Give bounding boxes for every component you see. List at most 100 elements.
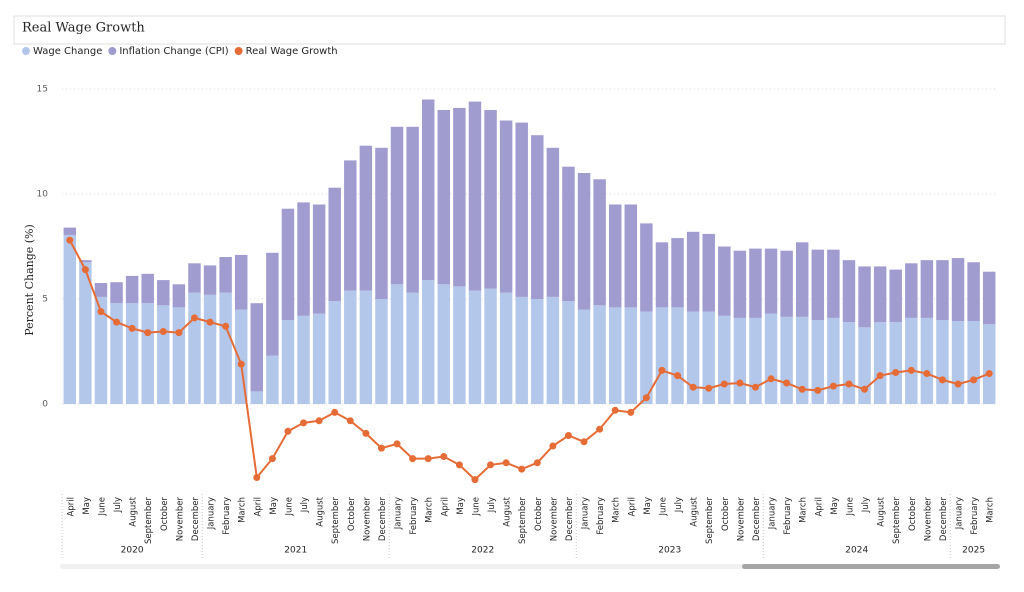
scrollbar-thumb[interactable] [742, 564, 1000, 569]
bar [79, 262, 92, 404]
x-tick-label: May [830, 497, 840, 515]
x-tick-label: May [643, 497, 653, 515]
bar [375, 299, 388, 404]
x-group-label: 2021 [284, 546, 307, 556]
bar [390, 126, 404, 285]
line-marker [144, 329, 152, 337]
line-marker [938, 376, 946, 384]
bar [982, 271, 996, 325]
line-marker [159, 328, 167, 336]
bar [967, 321, 980, 404]
x-tick-label: October [160, 497, 170, 532]
line-marker [424, 455, 432, 463]
x-tick-label: June [658, 497, 668, 517]
line-marker [409, 455, 417, 463]
line-marker [720, 380, 728, 388]
line-marker [128, 324, 136, 332]
x-tick-label: November [736, 496, 746, 541]
x-tick-label: November [362, 496, 372, 541]
x-tick-label: January [581, 497, 591, 530]
line-marker [362, 429, 370, 437]
bar [686, 311, 700, 404]
line-marker [611, 406, 619, 414]
x-tick-label: December [939, 496, 949, 541]
bar [780, 316, 793, 404]
bar [125, 275, 139, 304]
bar [266, 252, 279, 356]
x-tick-label: May [456, 497, 466, 515]
x-tick-label: February [596, 497, 606, 535]
bar [188, 292, 201, 404]
bar [266, 355, 279, 404]
bar [577, 309, 591, 404]
x-tick-label: February [970, 497, 980, 535]
line-marker [580, 438, 588, 446]
line-marker [814, 386, 822, 394]
x-tick-label: April [66, 497, 76, 516]
bar [795, 242, 809, 317]
line-marker [564, 432, 572, 439]
x-tick-label: September [518, 496, 528, 543]
bar [936, 320, 949, 404]
line-marker [923, 370, 931, 378]
bar [733, 250, 747, 318]
bar [297, 202, 310, 316]
x-tick-label: August [877, 496, 887, 526]
x-tick-label: September [892, 496, 902, 543]
bar [172, 307, 186, 404]
line-marker [829, 382, 837, 390]
bar [640, 311, 653, 404]
line-marker [876, 372, 884, 380]
line-marker [455, 461, 463, 469]
line-marker [97, 308, 105, 316]
bar [671, 238, 684, 308]
bar [624, 204, 638, 308]
x-group-label: 2023 [658, 546, 681, 556]
bar [297, 315, 310, 404]
bar [359, 290, 373, 404]
bar [718, 315, 731, 404]
x-tick-label: January [768, 497, 778, 530]
x-tick-label: September [331, 496, 341, 543]
bar [203, 294, 217, 404]
bar [172, 284, 186, 308]
x-tick-label: December [378, 496, 388, 541]
bar [967, 262, 980, 322]
x-tick-label: September [144, 496, 154, 543]
bar [577, 173, 591, 310]
bar [515, 122, 528, 297]
x-tick-label: July [113, 497, 123, 513]
bar [858, 327, 871, 404]
bar [219, 257, 232, 293]
bar [468, 290, 482, 404]
x-tick-label: March [799, 497, 809, 523]
line-marker [596, 425, 604, 433]
x-tick-label: August [503, 496, 513, 526]
bar [110, 303, 123, 404]
line-marker [892, 369, 900, 376]
x-tick-label: June [845, 497, 855, 517]
x-tick-label: March [425, 497, 435, 523]
bar [982, 324, 996, 404]
line-marker [284, 427, 292, 435]
bar [468, 101, 482, 291]
line-marker [705, 384, 713, 392]
bar [780, 250, 793, 317]
y-tick-label: 5 [42, 295, 48, 305]
bar [63, 234, 77, 404]
line-marker [315, 417, 323, 425]
line-marker [440, 453, 448, 460]
line-marker [66, 236, 74, 244]
line-marker [346, 417, 354, 425]
bar [546, 147, 560, 297]
bar [499, 120, 513, 293]
line-marker [736, 379, 744, 387]
bar [671, 307, 684, 404]
bar [390, 284, 404, 404]
line-marker [861, 385, 869, 393]
bar [920, 317, 934, 404]
x-tick-label: July [674, 497, 684, 513]
bar [608, 307, 622, 404]
line-marker [627, 408, 635, 416]
bar [889, 322, 902, 404]
